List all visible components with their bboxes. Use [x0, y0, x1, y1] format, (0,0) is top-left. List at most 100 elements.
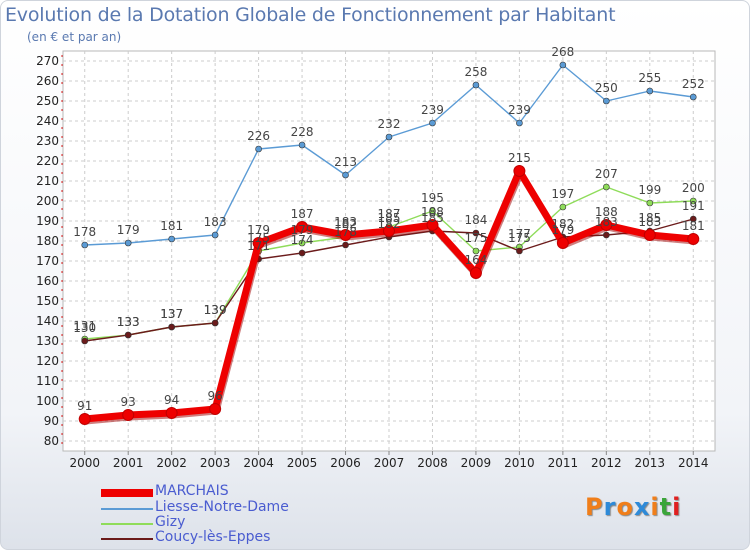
data-label-liesse-notre-dame: 258 — [464, 65, 487, 79]
point-liesse-notre-dame — [429, 119, 436, 127]
y-tick-label: 210 — [36, 174, 59, 188]
y-tick-label: 160 — [36, 274, 59, 288]
y-tick-label: 190 — [36, 214, 59, 228]
chart-series — [78, 61, 700, 425]
data-label-marchais: 96 — [207, 389, 222, 403]
x-tick-label: 2003 — [200, 456, 231, 470]
point-marchais — [556, 237, 569, 249]
data-label-coucy-l-s-eppes: 185 — [421, 211, 444, 225]
point-gizy — [472, 247, 480, 255]
point-coucy-l-s-eppes — [211, 319, 219, 327]
point-liesse-notre-dame — [298, 141, 306, 149]
data-label-liesse-notre-dame: 250 — [595, 81, 618, 95]
y-tick-label: 170 — [36, 254, 59, 268]
data-label-gizy: 133 — [117, 315, 140, 329]
point-gizy — [559, 203, 567, 211]
legend-swatch-liesse — [101, 508, 153, 510]
point-coucy-l-s-eppes — [603, 231, 610, 239]
data-label-gizy: 200 — [682, 181, 705, 195]
y-tick-label: 80 — [44, 434, 59, 448]
data-label-coucy-l-s-eppes: 137 — [160, 307, 183, 321]
point-marchais — [643, 229, 656, 241]
point-coucy-l-s-eppes — [124, 331, 132, 339]
data-label-liesse-notre-dame: 255 — [638, 71, 661, 85]
legend-swatch-marchais — [101, 489, 153, 497]
data-label-marchais: 94 — [164, 393, 179, 407]
point-liesse-notre-dame — [689, 93, 697, 101]
point-liesse-notre-dame — [646, 87, 654, 95]
point-coucy-l-s-eppes — [81, 337, 89, 345]
data-label-gizy: 139 — [204, 303, 227, 317]
x-tick-label: 2001 — [113, 456, 144, 470]
x-tick-label: 2008 — [417, 456, 448, 470]
point-liesse-notre-dame — [124, 239, 132, 247]
y-tick-label: 150 — [36, 294, 59, 308]
y-tick-label: 270 — [36, 54, 59, 68]
data-label-coucy-l-s-eppes: 185 — [638, 211, 661, 225]
data-label-coucy-l-s-eppes: 130 — [73, 321, 96, 335]
y-tick-label: 90 — [44, 414, 59, 428]
x-tick-label: 2011 — [548, 456, 579, 470]
point-gizy — [646, 199, 654, 207]
data-label-gizy: 182 — [334, 217, 357, 231]
data-label-marchais: 164 — [464, 253, 487, 267]
data-label-marchais: 181 — [682, 219, 705, 233]
data-label-coucy-l-s-eppes: 133 — [117, 315, 140, 329]
point-liesse-notre-dame — [168, 235, 175, 243]
data-label-gizy: 137 — [160, 307, 183, 321]
point-coucy-l-s-eppes — [516, 247, 523, 255]
point-marchais — [209, 403, 222, 415]
y-tick-label: 240 — [36, 114, 59, 128]
point-liesse-notre-dame — [559, 61, 567, 69]
point-marchais — [383, 225, 395, 237]
point-marchais — [469, 267, 482, 279]
y-tick-label: 250 — [36, 94, 59, 108]
data-label-liesse-notre-dame: 226 — [247, 129, 270, 143]
chart-subtitle: (en € et par an) — [27, 30, 122, 44]
data-label-coucy-l-s-eppes: 171 — [247, 239, 270, 253]
data-label-marchais: 188 — [595, 205, 618, 219]
point-coucy-l-s-eppes — [342, 241, 349, 249]
point-gizy — [603, 183, 610, 191]
x-tick-label: 2012 — [591, 456, 622, 470]
chart-axes: 80 90 100 110 120 130 140 150 160 170 180 190 200 210… — [36, 54, 708, 470]
data-label-gizy: 175 — [247, 231, 270, 245]
data-label-marchais: 185 — [378, 211, 401, 225]
legend-label-liesse: Liesse-Notre-Dame — [155, 499, 289, 515]
y-tick-label: 100 — [36, 394, 59, 408]
logo-letter: i — [672, 493, 682, 521]
point-marchais — [426, 219, 439, 231]
point-gizy — [298, 239, 306, 247]
data-label-coucy-l-s-eppes: 178 — [334, 225, 357, 239]
point-marchais — [78, 413, 91, 425]
data-label-marchais: 187 — [291, 207, 314, 221]
proxiti-logo: Proxiti — [585, 493, 681, 521]
data-label-gizy: 179 — [291, 223, 314, 237]
logo-letter: r — [603, 493, 617, 521]
data-label-coucy-l-s-eppes: 182 — [551, 217, 574, 231]
x-tick-label: 2010 — [504, 456, 535, 470]
data-label-marchais: 188 — [421, 205, 444, 219]
data-label-marchais: 179 — [247, 223, 270, 237]
legend-label-gizy: Gizy — [155, 514, 186, 530]
data-label-gizy: 199 — [638, 183, 661, 197]
data-label-marchais: 91 — [77, 399, 92, 413]
point-liesse-notre-dame — [385, 133, 393, 141]
logo-letter: i — [650, 493, 660, 521]
data-label-liesse-notre-dame: 232 — [378, 117, 401, 131]
logo-letter: P — [585, 493, 604, 521]
data-label-liesse-notre-dame: 228 — [291, 125, 314, 139]
data-label-gizy: 187 — [378, 207, 401, 221]
y-tick-label: 220 — [36, 154, 59, 168]
x-tick-label: 2014 — [678, 456, 709, 470]
data-label-gizy: 131 — [73, 319, 96, 333]
y-tick-label: 140 — [36, 314, 59, 328]
x-tick-label: 2009 — [461, 456, 492, 470]
x-tick-label: 2007 — [374, 456, 405, 470]
data-label-marchais: 183 — [334, 215, 357, 229]
point-liesse-notre-dame — [516, 119, 523, 127]
data-label-coucy-l-s-eppes: 174 — [291, 233, 314, 247]
x-tick-label: 2000 — [69, 456, 100, 470]
